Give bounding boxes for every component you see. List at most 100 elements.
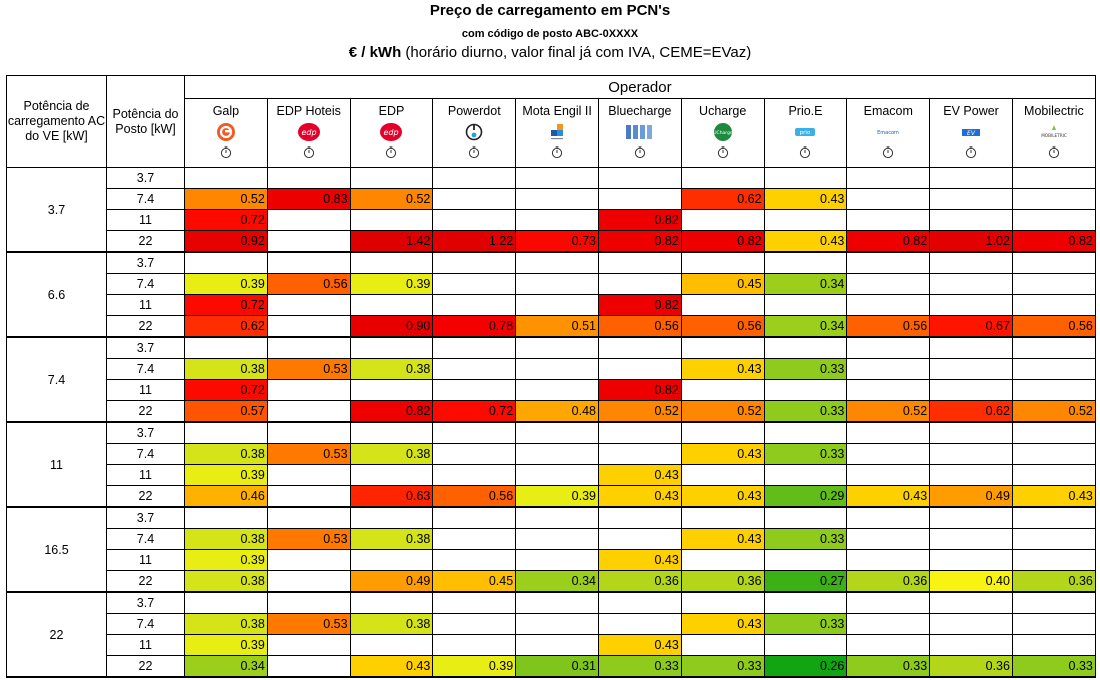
price-cell bbox=[1011, 294, 1096, 316]
price-cell bbox=[597, 591, 682, 614]
unit-bold: € / kWh bbox=[348, 44, 402, 61]
evpower-logo-icon: EV bbox=[930, 121, 1012, 143]
price-cell bbox=[1011, 336, 1096, 359]
price-cell bbox=[432, 591, 517, 614]
price-cell bbox=[432, 209, 517, 231]
table-row: 7.4 0.38 0.53 0.38 0.43 0.33 bbox=[7, 358, 1096, 380]
price-cell: 0.34 bbox=[184, 655, 268, 678]
price-cell: 0.82 bbox=[680, 230, 765, 253]
price-cell bbox=[929, 506, 1013, 529]
price-cell bbox=[515, 506, 599, 529]
price-cell bbox=[349, 421, 434, 444]
price-cell: 0.36 bbox=[846, 570, 931, 593]
price-cell bbox=[680, 336, 765, 359]
svg-text:edp: edp bbox=[384, 128, 399, 137]
price-cell bbox=[515, 421, 599, 444]
price-cell bbox=[680, 549, 765, 571]
operator-header-edp: EDP edp bbox=[349, 98, 434, 168]
price-cell bbox=[1011, 251, 1096, 274]
price-cell bbox=[1011, 273, 1096, 295]
price-cell: 0.39 bbox=[184, 634, 268, 656]
price-cell bbox=[1011, 188, 1096, 210]
price-cell bbox=[846, 421, 931, 444]
price-cell: 0.62 bbox=[184, 315, 268, 338]
price-cell bbox=[929, 294, 1013, 316]
post-power-cell: 11 bbox=[106, 549, 185, 571]
price-cell bbox=[1011, 613, 1096, 635]
operator-header-edp-hoteis: EDP Hoteis edp bbox=[266, 98, 351, 168]
post-power-cell: 22 bbox=[106, 570, 185, 593]
price-cell bbox=[515, 443, 599, 465]
operator-name: Galp bbox=[212, 104, 240, 118]
price-cell: 0.43 bbox=[680, 443, 765, 465]
price-cell bbox=[432, 634, 517, 656]
operator-name: Emacom bbox=[863, 104, 913, 118]
price-cell bbox=[680, 251, 765, 274]
operator-header-prio-e: Prio.E prio bbox=[763, 98, 848, 168]
price-cell bbox=[515, 549, 599, 571]
price-cell: 0.38 bbox=[184, 528, 268, 550]
price-cell: 0.38 bbox=[184, 613, 268, 635]
svg-text:MOBILETRIC: MOBILETRIC bbox=[1041, 133, 1067, 138]
price-cell: 0.40 bbox=[929, 570, 1013, 593]
price-cell bbox=[846, 613, 931, 635]
price-cell bbox=[680, 591, 765, 614]
table-row: 7.4 0.39 0.56 0.39 0.45 0.34 bbox=[7, 273, 1096, 295]
price-cell: 0.56 bbox=[266, 273, 351, 295]
price-cell: 0.38 bbox=[349, 613, 434, 635]
operator-name: Ucharge bbox=[699, 104, 747, 118]
price-cell bbox=[266, 485, 351, 508]
operator-name: EDP bbox=[378, 104, 405, 118]
post-power-cell: 7.4 bbox=[106, 358, 185, 380]
post-power-cell: 7.4 bbox=[106, 528, 185, 550]
table-row: 11 0.72 0.82 bbox=[7, 379, 1096, 401]
price-cell bbox=[266, 591, 351, 614]
price-cell: 0.73 bbox=[515, 230, 599, 253]
table-row: 7.4 0.38 0.53 0.38 0.43 0.33 bbox=[7, 528, 1096, 550]
price-cell: 0.52 bbox=[597, 400, 682, 423]
price-cell: 0.72 bbox=[184, 379, 268, 401]
price-cell bbox=[515, 251, 599, 274]
price-cell bbox=[929, 188, 1013, 210]
price-cell bbox=[1011, 591, 1096, 614]
price-cell bbox=[929, 591, 1013, 614]
price-cell: 0.36 bbox=[929, 655, 1013, 678]
price-cell: 0.57 bbox=[184, 400, 268, 423]
price-cell bbox=[266, 251, 351, 274]
ucharge-logo-icon: UCharge bbox=[682, 121, 764, 143]
price-cell bbox=[184, 591, 268, 614]
price-cell bbox=[846, 209, 931, 231]
price-cell bbox=[597, 188, 682, 210]
price-cell bbox=[929, 358, 1013, 380]
ev-power-cell: 22 bbox=[6, 591, 107, 678]
page-subtitle: com código de posto ABC-0XXXX bbox=[461, 28, 639, 40]
price-table: Potência de carregamento AC do VE [kW] P… bbox=[6, 75, 1096, 678]
price-cell: 0.26 bbox=[763, 655, 848, 678]
price-cell: 0.43 bbox=[680, 613, 765, 635]
price-cell: 0.36 bbox=[680, 570, 765, 593]
post-power-header: Potência do Posto [kW] bbox=[106, 75, 185, 168]
price-cell: 0.62 bbox=[680, 188, 765, 210]
table-row: 16.5 3.7 bbox=[6, 506, 1096, 593]
table-row: 11 3.7 bbox=[6, 421, 1096, 508]
operator-header-emacom: Emacom Emacom bbox=[846, 98, 931, 168]
price-cell bbox=[929, 464, 1013, 486]
price-cell: 0.62 bbox=[929, 400, 1013, 423]
price-cell: 0.39 bbox=[184, 549, 268, 571]
price-cell bbox=[846, 528, 931, 550]
price-cell bbox=[432, 167, 517, 189]
price-cell: 0.49 bbox=[349, 570, 434, 593]
price-cell: 0.34 bbox=[763, 273, 848, 295]
stopwatch-icon bbox=[268, 145, 350, 161]
price-cell: 0.82 bbox=[846, 230, 931, 253]
price-cell: 0.72 bbox=[184, 209, 268, 231]
stopwatch-icon bbox=[185, 145, 267, 161]
price-cell: 0.43 bbox=[846, 485, 931, 508]
post-power-cell: 11 bbox=[106, 379, 185, 401]
price-cell bbox=[515, 464, 599, 486]
price-cell bbox=[349, 464, 434, 486]
price-cell bbox=[515, 634, 599, 656]
price-cell bbox=[266, 506, 351, 529]
price-cell bbox=[846, 379, 931, 401]
price-cell bbox=[763, 549, 848, 571]
